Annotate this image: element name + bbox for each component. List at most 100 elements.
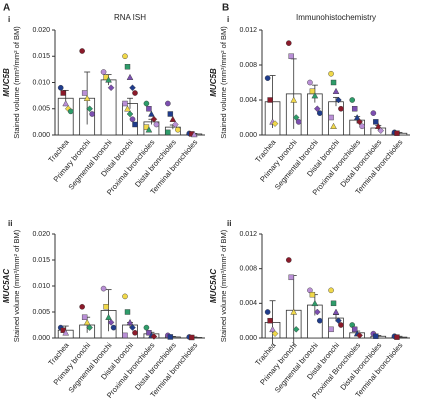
point [359,123,365,130]
error-bar [127,97,133,109]
point [328,70,334,77]
point [370,110,377,116]
y-axis-label: Stained volume (mm³/mm² of BM) [219,26,228,139]
point [129,84,136,92]
point [190,131,198,138]
point [146,106,152,112]
point [316,110,323,116]
point [394,334,400,340]
point [167,334,174,340]
point [100,285,107,292]
point [126,318,134,326]
point [285,257,292,263]
point [126,110,134,118]
point [373,333,379,339]
point [86,105,93,113]
y-tick-label: 0.012 [239,231,257,238]
point [100,69,107,75]
point [330,122,337,129]
point [124,105,131,112]
subpanel-label: i [8,15,10,24]
point [169,115,177,122]
y-tick-label: 0.005 [32,309,50,316]
point [89,111,95,117]
point [356,118,363,126]
y-tick-label: 0.010 [32,283,50,290]
point [124,309,131,315]
point [79,48,85,54]
point [79,303,85,310]
point [143,100,150,107]
point [307,79,313,86]
point [107,84,115,92]
point [394,130,400,136]
point [62,100,70,107]
point [271,120,279,127]
y-tick-label: 0.008 [239,62,257,69]
point [122,332,128,339]
point [330,79,337,86]
point [126,73,134,80]
subpanel-label: ii [8,219,12,228]
point [103,304,109,310]
y-tick-label: 0.015 [32,53,50,60]
point [143,324,150,331]
point [62,329,70,336]
point [267,97,273,103]
point [338,322,344,328]
y-tick-label: 0.004 [239,300,257,307]
point [373,119,379,125]
point [288,53,294,59]
y-axis-label: Stained volume (mm³/mm² of BM) [219,229,228,342]
y-axis-label: Stained volume (mm³/mm² of BM) [12,229,21,342]
point [349,97,356,103]
y-tick-label: 0.000 [32,132,50,139]
y-tick-label: 0.004 [239,97,257,104]
point [309,88,316,94]
panel-letter: B [222,3,229,14]
point [330,300,337,307]
point [122,100,128,107]
error-bar [105,289,112,332]
point [105,76,112,83]
point [290,308,298,315]
point [129,116,136,123]
point [288,274,294,281]
point [132,329,138,336]
point [132,121,138,128]
subpanel-label: ii [227,219,231,228]
point [332,308,340,315]
y-tick-label: 0.012 [239,27,257,34]
y-tick-label: 0.000 [239,132,257,139]
point [292,114,300,121]
point [292,326,300,333]
y-tick-label: 0.000 [32,335,50,342]
y-tick-label: 0.020 [32,231,50,238]
point [105,313,112,320]
point [148,110,155,117]
point [86,324,93,331]
point [150,333,158,340]
point [314,308,321,316]
point [67,108,74,115]
point [356,332,363,339]
point [145,126,153,133]
point [165,100,171,107]
gene-label: MUC5B [2,68,11,97]
point [285,40,292,46]
point [271,330,279,337]
point [316,317,323,324]
point [122,293,128,300]
point [150,115,158,123]
point [290,96,298,103]
point [153,121,160,128]
point [311,299,319,307]
point [57,84,64,91]
point [81,90,88,96]
y-tick-label: 0.010 [32,79,50,86]
point [122,53,128,60]
point [189,334,195,341]
point [332,87,340,94]
point [83,94,91,101]
point [351,106,358,112]
